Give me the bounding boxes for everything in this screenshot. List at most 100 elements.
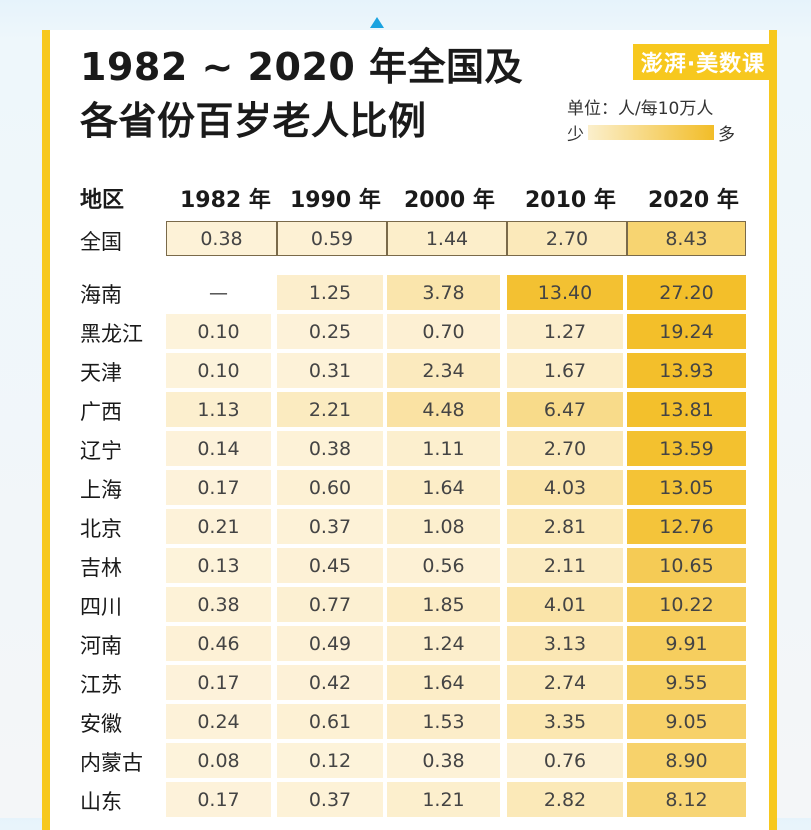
unit-label: 单位：人/每10万人 (567, 99, 714, 119)
heatmap-cell: 2.81 (507, 509, 623, 544)
row-label: 黑龙江 (80, 322, 143, 346)
column-header-region: 地区 (80, 188, 125, 213)
heatmap-cell: 0.12 (277, 743, 383, 778)
heatmap-cell: 0.21 (166, 509, 271, 544)
legend-low-label: 少 (567, 125, 584, 145)
heatmap-cell: 1.24 (387, 626, 500, 661)
heatmap-cell: 1.13 (166, 392, 271, 427)
row-label: 海南 (80, 283, 122, 307)
row-label: 上海 (80, 478, 122, 502)
heatmap-cell: 0.08 (166, 743, 271, 778)
heatmap-cell: 3.13 (507, 626, 623, 661)
heatmap-cell: 8.12 (627, 782, 746, 817)
row-label: 安徽 (80, 712, 122, 736)
heatmap-cell: 27.20 (627, 275, 746, 310)
heatmap-cell-national: 1.44 (387, 221, 507, 256)
brand-logo: 澎湃·美数课 (633, 44, 773, 80)
heatmap-cell: 10.65 (627, 548, 746, 583)
heatmap-cell: 0.61 (277, 704, 383, 739)
heatmap-cell: 13.81 (627, 392, 746, 427)
heatmap-cell: 0.10 (166, 353, 271, 388)
heatmap-cell: 1.67 (507, 353, 623, 388)
heatmap-cell: 9.55 (627, 665, 746, 700)
row-label: 天津 (80, 361, 122, 385)
page-title: 1982 ~ 2020 年全国及 各省份百岁老人比例 (80, 40, 523, 148)
legend-gradient-bar (588, 125, 714, 140)
heatmap-cell: 13.93 (627, 353, 746, 388)
heatmap-cell: 3.78 (387, 275, 500, 310)
heatmap-cell: 1.53 (387, 704, 500, 739)
heatmap-cell: 12.76 (627, 509, 746, 544)
heatmap-cell: 0.60 (277, 470, 383, 505)
heatmap-cell: 0.38 (166, 587, 271, 622)
legend-high-label: 多 (718, 125, 735, 145)
heatmap-cell-national: 2.70 (507, 221, 627, 256)
row-label: 河南 (80, 634, 122, 658)
heatmap-cell-national: 0.59 (277, 221, 387, 256)
column-header: 1982 年 (180, 188, 271, 213)
heatmap-cell: 8.90 (627, 743, 746, 778)
heatmap-cell: 0.70 (387, 314, 500, 349)
row-label: 北京 (80, 517, 122, 541)
heatmap-cell: 0.17 (166, 470, 271, 505)
heatmap-cell: 1.25 (277, 275, 383, 310)
heatmap-cell: 0.49 (277, 626, 383, 661)
heatmap-cell: — (166, 275, 271, 310)
heatmap-cell: 0.14 (166, 431, 271, 466)
row-label: 广西 (80, 400, 122, 424)
color-legend: 少 多 (567, 120, 735, 145)
title-line-1: 1982 ~ 2020 年全国及 (80, 45, 524, 89)
heatmap-cell: 0.38 (387, 743, 500, 778)
heatmap-cell: 1.85 (387, 587, 500, 622)
heatmap-cell: 1.11 (387, 431, 500, 466)
heatmap-cell: 13.40 (507, 275, 623, 310)
heatmap-cell-national: 0.38 (166, 221, 277, 256)
row-label: 山东 (80, 790, 122, 814)
heatmap-cell: 0.24 (166, 704, 271, 739)
column-header: 2020 年 (648, 188, 739, 213)
row-label: 内蒙古 (80, 751, 143, 775)
heatmap-cell: 0.46 (166, 626, 271, 661)
heatmap-cell: 6.47 (507, 392, 623, 427)
scroll-up-indicator-icon (370, 17, 384, 28)
row-label: 辽宁 (80, 439, 122, 463)
heatmap-cell: 0.13 (166, 548, 271, 583)
heatmap-cell: 19.24 (627, 314, 746, 349)
row-label-national: 全国 (80, 230, 122, 254)
heatmap-cell: 4.01 (507, 587, 623, 622)
heatmap-cell: 4.03 (507, 470, 623, 505)
heatmap-cell: 1.27 (507, 314, 623, 349)
heatmap-cell: 0.37 (277, 782, 383, 817)
heatmap-cell: 3.35 (507, 704, 623, 739)
heatmap-cell: 4.48 (387, 392, 500, 427)
heatmap-cell: 1.64 (387, 470, 500, 505)
column-header: 2010 年 (525, 188, 616, 213)
heatmap-cell: 0.17 (166, 782, 271, 817)
heatmap-cell: 0.76 (507, 743, 623, 778)
heatmap-cell: 10.22 (627, 587, 746, 622)
heatmap-cell: 0.56 (387, 548, 500, 583)
heatmap-cell: 0.38 (277, 431, 383, 466)
heatmap-cell: 2.11 (507, 548, 623, 583)
heatmap-cell: 2.21 (277, 392, 383, 427)
heatmap-cell: 2.74 (507, 665, 623, 700)
heatmap-cell: 0.31 (277, 353, 383, 388)
row-label: 吉林 (80, 556, 122, 580)
heatmap-cell: 0.45 (277, 548, 383, 583)
heatmap-cell: 1.64 (387, 665, 500, 700)
heatmap-cell: 1.08 (387, 509, 500, 544)
heatmap-cell: 2.34 (387, 353, 500, 388)
heatmap-cell: 0.42 (277, 665, 383, 700)
heatmap-cell: 9.91 (627, 626, 746, 661)
heatmap-cell: 0.37 (277, 509, 383, 544)
row-label: 四川 (80, 595, 122, 619)
heatmap-cell: 0.17 (166, 665, 271, 700)
heatmap-cell: 9.05 (627, 704, 746, 739)
column-header: 1990 年 (290, 188, 381, 213)
title-line-2: 各省份百岁老人比例 (80, 99, 427, 143)
heatmap-cell: 0.25 (277, 314, 383, 349)
heatmap-cell: 0.10 (166, 314, 271, 349)
column-header: 2000 年 (404, 188, 495, 213)
heatmap-cell: 1.21 (387, 782, 500, 817)
row-label: 江苏 (80, 673, 122, 697)
